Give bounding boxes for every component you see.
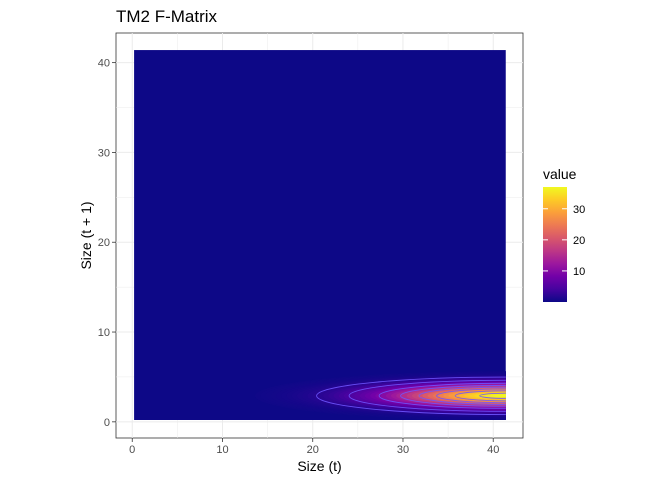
contour-line [454, 390, 506, 402]
legend-tick-label: 30 [573, 204, 585, 216]
x-tick-label: 40 [487, 444, 499, 456]
chart-title: TM2 F-Matrix [116, 7, 218, 26]
heatmap-background [134, 50, 506, 421]
y-tick-label: 30 [98, 147, 110, 159]
contour-line [378, 382, 506, 409]
contour-line [418, 386, 506, 405]
x-tick-label: 0 [129, 444, 135, 456]
legend-colorbar [543, 187, 567, 302]
legend-tick-label: 10 [573, 266, 585, 278]
contour-line [400, 384, 506, 407]
x-axis-title: Size (t) [297, 458, 341, 474]
heatmap-density-band [500, 395, 506, 397]
y-tick-label: 20 [98, 237, 110, 249]
axes: 0 10 20 30 40 0 10 20 30 40 [98, 58, 500, 456]
legend-title: value [543, 166, 577, 182]
y-tick-label: 40 [98, 58, 110, 70]
contour-line [316, 376, 506, 415]
contour-lines [316, 376, 506, 415]
x-tick-label: 10 [216, 444, 228, 456]
legend-ticks: 10 20 30 [543, 204, 585, 278]
y-axis-title: Size (t + 1) [78, 201, 94, 269]
contour-line [348, 379, 506, 412]
y-tick-label: 10 [98, 327, 110, 339]
legend-tick-label: 20 [573, 235, 585, 247]
contour-line [479, 392, 506, 399]
x-tick-label: 30 [397, 444, 409, 456]
contour-line [436, 388, 506, 404]
x-tick-label: 20 [307, 444, 319, 456]
y-tick-label: 0 [104, 417, 110, 429]
heatmap-area [134, 50, 506, 421]
color-legend: value 10 20 30 [543, 166, 585, 302]
